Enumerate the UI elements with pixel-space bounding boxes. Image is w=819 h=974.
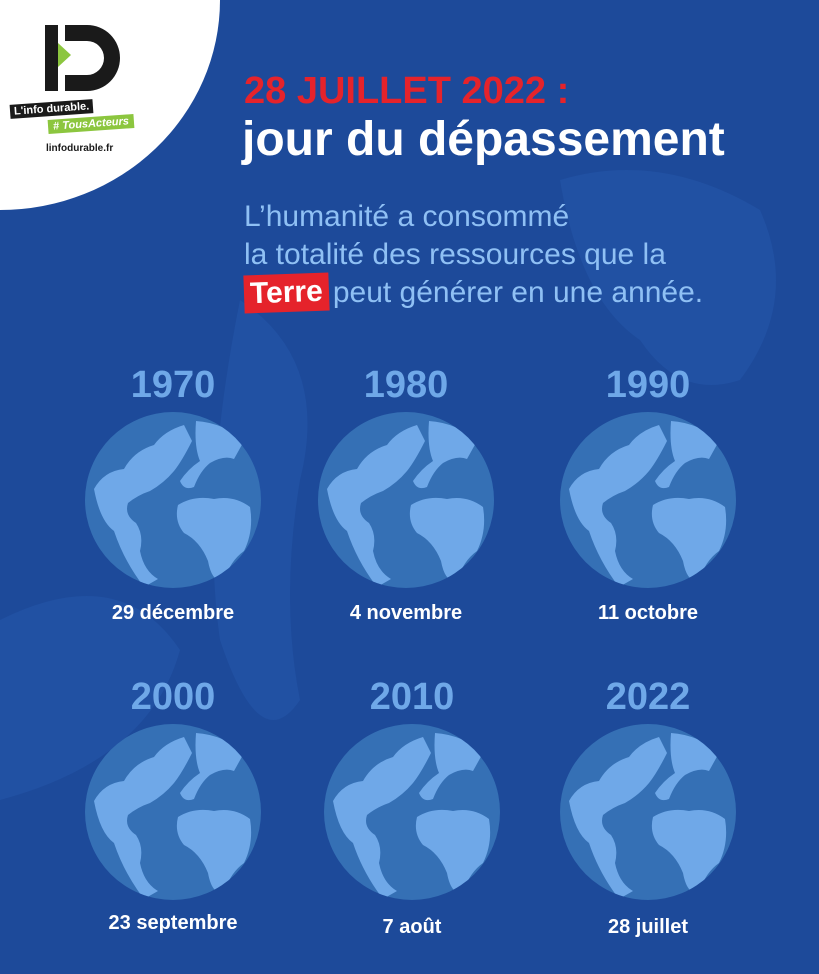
globe-icon [324,724,500,900]
subtitle-line-3: peut générer en une année. [332,276,704,309]
date-label: 4 novembre [349,602,463,624]
subtitle-line-1: L’humanité a consommé [244,200,570,233]
subtitle-highlight: Terre [243,272,330,314]
id-logo-icon [45,25,120,91]
date-label: 23 septembre [108,912,238,934]
date-label: 11 octobre [597,602,699,624]
globe-icon [85,412,261,588]
year-label: 1980 [363,364,449,406]
date-label: 28 juillet [607,916,689,938]
logo-hashtag: # TousActeurs [47,114,135,134]
page-title: jour du dépassement [242,113,725,166]
logo-tagline: L'info durable. [9,99,94,119]
year-label: 2022 [605,676,691,718]
globe-icon [318,412,494,588]
year-label: 1990 [605,364,691,406]
globe-icon [560,724,736,900]
logo-site: linfodurable.fr [46,143,114,154]
logo: L'info durable. # TousActeurs linfodurab… [0,0,220,210]
date-label: 29 décembre [111,602,235,624]
globe-icon [85,724,261,900]
subtitle-line-2: la totalité des ressources que la [244,238,666,271]
title-date: 28 JUILLET 2022 : [244,70,570,112]
year-label: 2010 [369,676,455,718]
date-label: 7 août [382,916,442,938]
subtitle: L’humanité a consommé la totalité des re… [243,198,804,314]
year-label: 1970 [130,364,216,406]
globe-icon [560,412,736,588]
year-label: 2000 [130,676,216,718]
